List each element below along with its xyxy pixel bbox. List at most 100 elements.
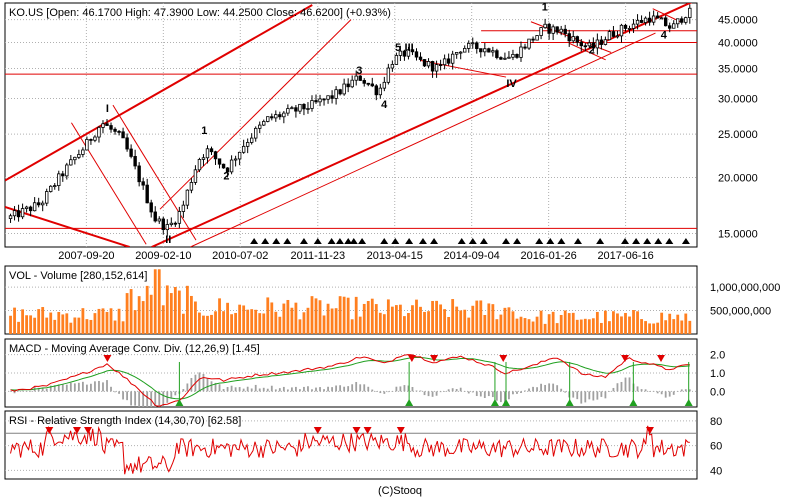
- signal-triangle-marker: [327, 238, 336, 244]
- volume-bar: [403, 316, 406, 334]
- candle-body: [342, 83, 346, 95]
- volume-bar: [535, 316, 539, 334]
- volume-bar: [624, 312, 627, 334]
- macd-histogram-bar: [592, 391, 595, 401]
- wave-label: 1: [201, 125, 207, 137]
- macd-histogram-bar: [13, 391, 16, 394]
- macd-histogram-bar: [487, 391, 490, 397]
- macd-histogram-bar: [451, 388, 454, 392]
- macd-histogram-bar: [371, 389, 374, 392]
- macd-histogram-bar: [182, 389, 185, 392]
- macd-histogram-bar: [604, 391, 607, 399]
- candle-body: [579, 41, 583, 47]
- candle-body: [519, 46, 523, 58]
- wave-label: 3: [652, 0, 658, 6]
- volume-bar: [499, 314, 503, 334]
- volume-bar: [555, 323, 559, 334]
- volume-bar: [531, 321, 535, 334]
- macd-sell-marker: [657, 355, 666, 362]
- volume-bar: [616, 313, 619, 334]
- candle-body: [193, 169, 198, 183]
- macd-histogram-bar: [499, 391, 502, 403]
- macd-panel-title: MACD - Moving Average Conv. Div. (12,26,…: [9, 343, 260, 355]
- volume-bar: [599, 322, 603, 334]
- macd-histogram-bar: [210, 381, 213, 392]
- price-y-tick-label: 20.0000: [718, 173, 758, 185]
- candle-body: [217, 158, 222, 165]
- macd-histogram-bar: [624, 377, 627, 392]
- signal-triangle-marker: [502, 238, 511, 244]
- macd-histogram-bar: [86, 384, 88, 392]
- rsi-panel: 80 60 40 RSI - Relative Strength Index (14,…: [4, 410, 722, 480]
- volume-bar: [612, 311, 615, 334]
- candle-body: [655, 15, 660, 19]
- volume-bar: [487, 303, 491, 334]
- macd-histogram-bar: [524, 390, 526, 392]
- volume-bar: [386, 299, 390, 334]
- candle-body: [109, 125, 113, 130]
- volume-bar: [463, 309, 467, 334]
- macd-buy-marker: [502, 399, 511, 406]
- macd-histogram-bar: [620, 381, 623, 392]
- macd-histogram-bar: [134, 391, 137, 406]
- macd-histogram-bar: [375, 391, 378, 392]
- volume-bar: [443, 309, 447, 334]
- rsi-y-tick-label: 40: [710, 465, 722, 477]
- volume-bar: [575, 319, 579, 334]
- volume-bar: [507, 307, 511, 334]
- volume-bar: [262, 313, 266, 334]
- candle-body: [547, 23, 551, 34]
- candle-body: [668, 25, 672, 29]
- macd-histogram-bar: [262, 387, 265, 392]
- trend-line: [190, 32, 656, 247]
- volume-panel-title: VOL - Volume [280,152,614]: [9, 270, 147, 282]
- macd-histogram-bar: [65, 384, 68, 392]
- macd-histogram-bar: [254, 384, 257, 392]
- volume-bar: [218, 298, 221, 334]
- signal-triangle-marker: [344, 238, 353, 244]
- candle-body: [205, 148, 210, 159]
- macd-histogram-bar: [282, 386, 285, 392]
- volume-bar: [69, 322, 73, 334]
- volume-bar: [636, 311, 639, 334]
- candle-body: [623, 24, 628, 29]
- macd-histogram-bar: [299, 389, 301, 392]
- date-tick-label: 2010-07-02: [212, 250, 268, 262]
- volume-bar: [378, 312, 382, 334]
- rsi-line: [10, 425, 690, 475]
- date-tick-label: 2017-06-16: [597, 250, 653, 262]
- candle-body: [294, 107, 298, 112]
- candle-body: [680, 18, 684, 23]
- signal-triangle-marker: [430, 238, 439, 244]
- signal-triangle-marker: [546, 238, 555, 244]
- volume-bar: [563, 310, 567, 334]
- candle-body: [229, 159, 234, 173]
- macd-plot-area: [9, 354, 691, 407]
- macd-histogram-bar: [455, 389, 458, 392]
- wave-label: I: [106, 103, 109, 115]
- volume-bar: [350, 319, 354, 334]
- signal-triangle-marker: [681, 238, 690, 244]
- macd-histogram-bar: [415, 390, 418, 392]
- macd-histogram-bar: [391, 391, 394, 392]
- macd-histogram-bar: [270, 385, 273, 392]
- volume-bar: [354, 296, 358, 334]
- candle-body: [543, 23, 547, 29]
- candle-body: [221, 163, 226, 169]
- volume-bar: [652, 323, 656, 334]
- candle-body: [382, 81, 387, 89]
- candle-body: [631, 23, 636, 29]
- candle-body: [599, 39, 604, 45]
- volume-bar: [539, 310, 543, 334]
- macd-histogram-bar: [57, 384, 60, 392]
- signal-triangle-marker: [535, 238, 544, 244]
- signal-triangle-marker: [643, 238, 652, 244]
- macd-histogram-bar: [680, 389, 683, 392]
- volume-bar: [591, 318, 595, 334]
- candle-body: [559, 28, 563, 33]
- volume-bar: [640, 319, 643, 334]
- macd-histogram-bar: [672, 391, 675, 395]
- volume-bar: [45, 317, 49, 334]
- macd-histogram-bar: [246, 386, 249, 392]
- volume-bar: [632, 310, 635, 334]
